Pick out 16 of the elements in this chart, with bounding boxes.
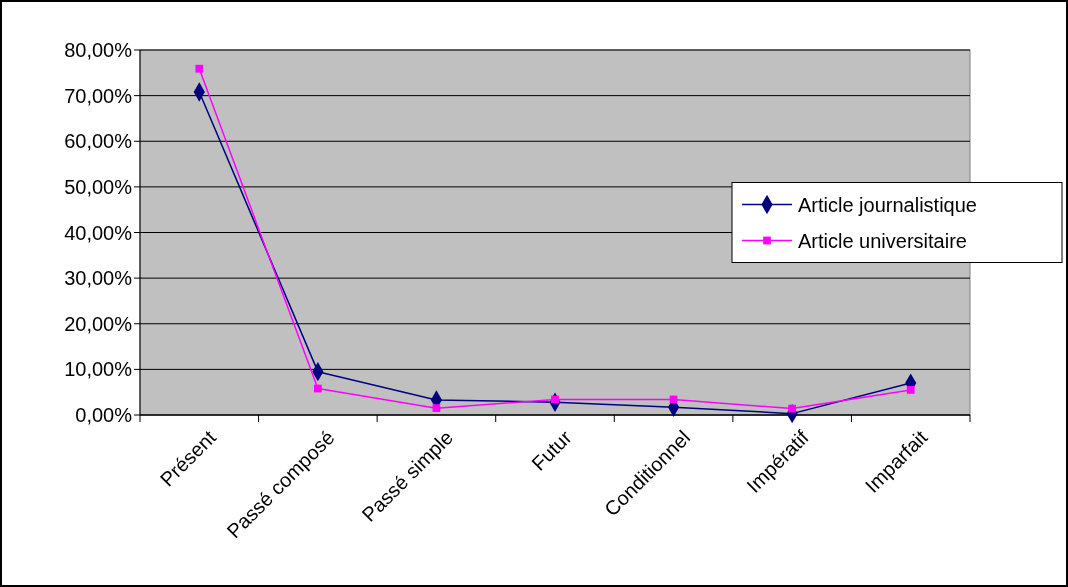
y-tick-label: 30,00%: [64, 267, 133, 290]
y-tick-label: 0,00%: [75, 404, 133, 426]
y-tick-label: 80,00%: [64, 39, 133, 61]
legend-label: Article journalistique: [798, 193, 977, 216]
point: [195, 64, 204, 73]
point: [788, 404, 797, 413]
y-tick-label: 70,00%: [64, 84, 133, 107]
y-tick-label: 20,00%: [64, 312, 133, 335]
legend-label: Article universitaire: [798, 229, 967, 252]
y-tick-label: 10,00%: [64, 358, 133, 381]
y-tick-label: 50,00%: [64, 175, 133, 198]
point: [432, 404, 441, 413]
point: [313, 384, 322, 393]
point: [906, 386, 915, 394]
y-tick-label: 60,00%: [64, 130, 133, 153]
y-tick-label: 40,00%: [64, 221, 133, 244]
